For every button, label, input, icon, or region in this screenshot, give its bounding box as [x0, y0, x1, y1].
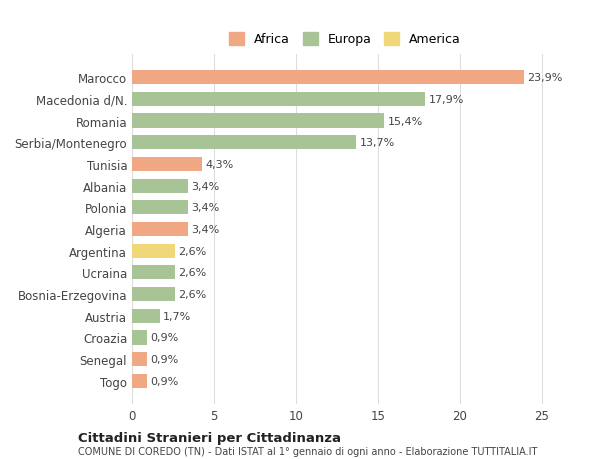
Text: COMUNE DI COREDO (TN) - Dati ISTAT al 1° gennaio di ogni anno - Elaborazione TUT: COMUNE DI COREDO (TN) - Dati ISTAT al 1°… [78, 447, 538, 456]
Bar [132, 93, 425, 106]
Text: 13,7%: 13,7% [360, 138, 395, 148]
Text: 0,9%: 0,9% [150, 354, 178, 364]
Text: 2,6%: 2,6% [178, 246, 206, 256]
Text: 15,4%: 15,4% [388, 116, 423, 126]
Text: 3,4%: 3,4% [191, 181, 219, 191]
Bar [132, 330, 147, 345]
Text: 4,3%: 4,3% [206, 160, 234, 169]
Text: 3,4%: 3,4% [191, 224, 219, 235]
Text: 0,9%: 0,9% [150, 376, 178, 386]
Bar [132, 136, 356, 150]
Text: 1,7%: 1,7% [163, 311, 191, 321]
Bar [132, 157, 202, 172]
Bar [132, 374, 147, 388]
Text: 23,9%: 23,9% [527, 73, 562, 83]
Text: 0,9%: 0,9% [150, 333, 178, 343]
Text: 3,4%: 3,4% [191, 203, 219, 213]
Text: 17,9%: 17,9% [428, 95, 464, 105]
Bar [132, 309, 160, 323]
Bar [132, 179, 188, 193]
Bar [132, 244, 175, 258]
Bar [132, 266, 175, 280]
Text: 2,6%: 2,6% [178, 290, 206, 299]
Bar [132, 287, 175, 302]
Bar [132, 71, 524, 85]
Legend: Africa, Europa, America: Africa, Europa, America [223, 27, 467, 52]
Text: 2,6%: 2,6% [178, 268, 206, 278]
Bar [132, 223, 188, 236]
Text: Cittadini Stranieri per Cittadinanza: Cittadini Stranieri per Cittadinanza [78, 431, 341, 444]
Bar [132, 201, 188, 215]
Bar [132, 114, 385, 129]
Bar [132, 353, 147, 366]
